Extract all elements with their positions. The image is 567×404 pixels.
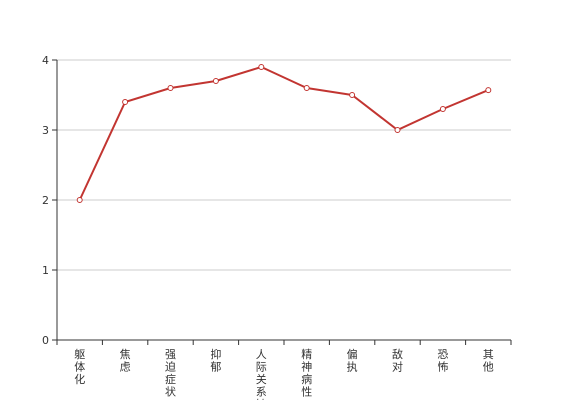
x-tick-label: 精神病性 xyxy=(301,348,312,399)
data-point[interactable] xyxy=(212,78,219,84)
x-tick-label: 强迫症状 xyxy=(165,348,176,399)
x-tick-labels: 躯体化 焦虑 强迫症状 抑郁 人际关系敏感 精神病性 偏执 敌对 恐怖 其他 xyxy=(74,347,494,404)
y-tick-label: 0 xyxy=(42,334,49,347)
x-tick-label: 敌对 xyxy=(392,347,403,374)
data-point[interactable] xyxy=(439,106,446,112)
y-tick-labels: 0 1 2 3 4 xyxy=(42,54,49,347)
data-point[interactable] xyxy=(349,92,356,98)
data-point[interactable] xyxy=(122,99,129,105)
grid-lines xyxy=(57,59,511,271)
y-tick-label: 3 xyxy=(42,124,49,137)
data-point[interactable] xyxy=(167,85,174,91)
x-tick-label: 躯体化 xyxy=(74,348,85,386)
x-tick-label: 抑郁 xyxy=(210,347,221,374)
y-tick-label: 1 xyxy=(42,264,49,277)
data-point[interactable] xyxy=(303,85,310,91)
x-tick-label: 恐怖 xyxy=(437,348,448,374)
data-point[interactable] xyxy=(258,64,265,70)
x-tick-label: 其他 xyxy=(483,348,494,374)
x-tick-label: 偏执 xyxy=(347,347,358,374)
data-point[interactable] xyxy=(394,127,401,133)
y-tick-label: 4 xyxy=(42,54,49,67)
series-line xyxy=(78,66,489,201)
x-tick-label: 焦虑 xyxy=(120,348,131,374)
data-point[interactable] xyxy=(76,197,83,203)
data-point[interactable] xyxy=(485,87,492,94)
axes xyxy=(52,59,512,345)
y-tick-label: 2 xyxy=(42,194,49,207)
x-tick-label: 人际关系敏感 xyxy=(256,348,267,400)
data-points xyxy=(76,64,492,203)
series-line-layer xyxy=(78,66,489,201)
